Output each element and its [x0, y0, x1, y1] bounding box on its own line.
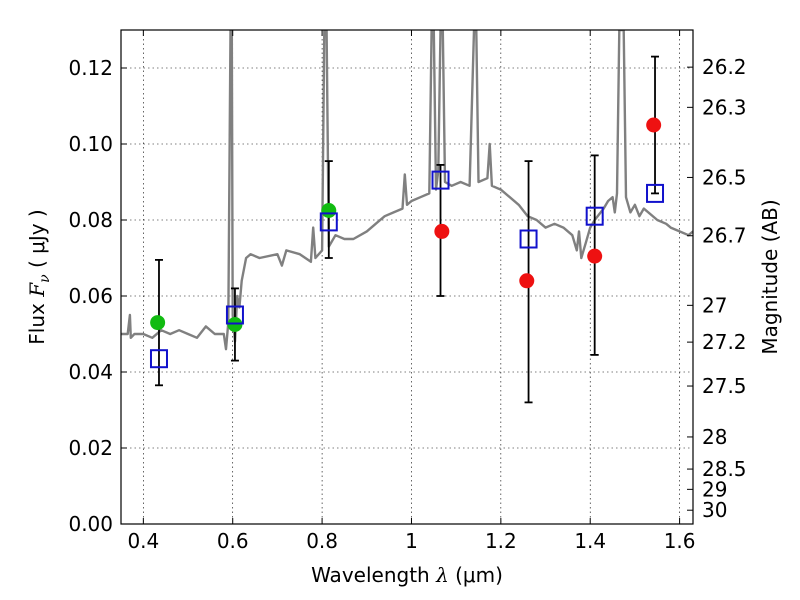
x-axis-title: Wavelength λ (μm) [311, 563, 503, 587]
blue-square-marker [431, 170, 450, 190]
blue-square-marker [225, 305, 244, 325]
y-tick-label: 0.06 [68, 284, 113, 308]
green-data-point [150, 315, 166, 331]
y2-tick-label: 26.3 [702, 95, 747, 119]
blue-square-marker [149, 349, 168, 369]
y-axis-title: Flux Fν ( μJy ) [25, 209, 53, 344]
y2-tick-label: 26.5 [702, 165, 747, 189]
y2-axis-title: Magnitude (AB) [758, 199, 782, 354]
x-tick-label: 1.6 [664, 529, 696, 553]
plot-background [121, 30, 693, 524]
y-tick-label: 0.00 [68, 512, 113, 536]
green-data-point [321, 203, 337, 218]
y-tick-label: 0.10 [68, 132, 113, 156]
blue-square-marker [519, 229, 538, 249]
x-tick-label: 0.8 [306, 529, 338, 553]
blue-square-marker [319, 212, 338, 232]
red-data-point [646, 117, 662, 133]
red-data-point [587, 248, 603, 264]
plot-marks-top [149, 55, 665, 404]
blue-square-marker [585, 206, 604, 226]
y2-tick-label: 28.5 [702, 457, 747, 481]
red-data-point [519, 273, 535, 289]
y-tick-label: 0.08 [68, 208, 113, 232]
y2-tick-label: 26.2 [702, 55, 747, 79]
x-tick-label: 1.4 [574, 529, 606, 553]
plot-frame [120, 29, 694, 525]
y-tick-label: 0.02 [68, 436, 113, 460]
y2-tick-label: 26.7 [702, 224, 747, 248]
blue-square-marker [646, 183, 665, 203]
y2-tick-label: 28 [702, 425, 727, 449]
model-spectrum-line [121, 30, 693, 351]
y2-tick-label: 27.5 [702, 374, 747, 398]
y2-tick-label: 29 [702, 477, 727, 501]
y2-tick-label: 27 [702, 293, 727, 317]
red-data-point [434, 223, 450, 239]
y2-tick-label: 30 [702, 498, 727, 522]
plot-marks [121, 30, 693, 351]
x-tick-label: 1.2 [485, 529, 517, 553]
y-tick-label: 0.04 [68, 360, 113, 384]
y-tick-label: 0.12 [68, 56, 113, 80]
x-tick-label: 0.6 [217, 529, 249, 553]
y2-tick-label: 27.2 [702, 330, 747, 354]
axis-ticks: 0.4 0.6 0.8 1 1.2 1.4 1.6 0.00 0.02 0.04 0.06 0.08 0… [68, 30, 747, 553]
x-tick-label: 1 [405, 529, 418, 553]
x-tick-label: 0.4 [127, 529, 159, 553]
